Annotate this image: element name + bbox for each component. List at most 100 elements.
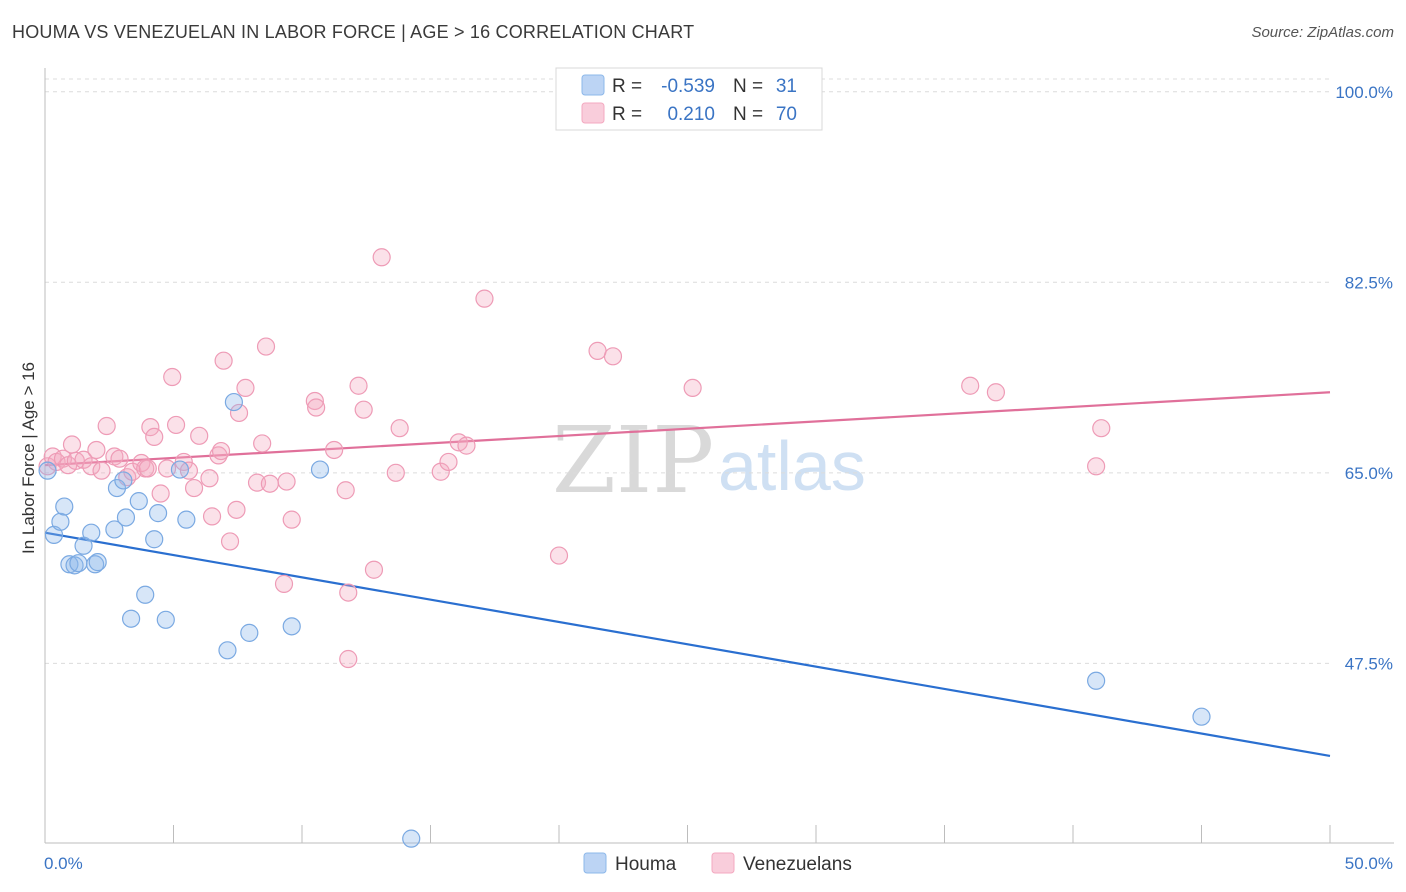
data-points <box>38 248 1211 848</box>
houma-point <box>177 510 196 529</box>
houma-point <box>1192 707 1211 726</box>
bottom-legend: Houma Venezuelans <box>583 852 852 875</box>
houma-point <box>170 460 190 479</box>
houma-point <box>69 554 88 573</box>
venezuelans-point <box>390 419 409 438</box>
legend-n-label-houma: N = <box>733 76 763 97</box>
houma-point <box>105 520 124 539</box>
houma-point <box>282 617 301 636</box>
venezuelans-point <box>141 418 160 437</box>
venezuelans-point <box>220 532 240 551</box>
y-tick-label: 100.0% <box>1335 83 1393 102</box>
watermark: ZIP atlas <box>552 407 866 514</box>
venezuelans-point <box>372 248 391 267</box>
legend-n-label-venezuelans: N = <box>733 104 763 125</box>
houma-point <box>1087 671 1106 690</box>
venezuelans-point <box>190 426 209 445</box>
venezuelans-point <box>227 500 246 519</box>
venezuelans-point <box>1092 419 1111 438</box>
venezuelans-point <box>157 459 177 478</box>
venezuelans-point <box>92 461 111 480</box>
houma-point <box>310 460 330 479</box>
venezuelans-point <box>349 376 368 395</box>
venezuelans-point <box>247 473 267 492</box>
venezuelans-point <box>475 289 494 308</box>
venezuelans-point <box>229 403 249 423</box>
venezuelans-point <box>683 378 702 398</box>
houma-point <box>121 609 141 628</box>
venezuelans-point <box>211 441 231 461</box>
venezuelans-point <box>439 452 458 472</box>
houma-point <box>402 829 421 848</box>
venezuelans-point <box>166 415 186 435</box>
chart-source: Source: ZipAtlas.com <box>1251 24 1394 41</box>
houma-point <box>148 504 168 523</box>
venezuelans-point <box>214 351 233 370</box>
legend-r-label-venezuelans: R = <box>612 104 642 125</box>
gridlines <box>45 78 1330 664</box>
venezuelans-point <box>151 484 170 503</box>
houma-point <box>145 530 164 549</box>
venezuelans-point <box>961 376 980 395</box>
y-tick-label: 82.5% <box>1345 273 1393 292</box>
legend-r-label-houma: R = <box>612 76 642 97</box>
venezuelans-point <box>202 507 222 526</box>
venezuelans-point <box>364 560 384 579</box>
houma-point <box>51 512 70 531</box>
houma-point <box>55 497 74 516</box>
venezuelans-point <box>97 416 116 436</box>
venezuelans-point <box>588 341 607 360</box>
legend-r-value-venezuelans: 0.210 <box>667 104 715 125</box>
houma-point <box>116 508 136 527</box>
venezuelans-point <box>305 391 324 411</box>
venezuelans-point <box>549 546 569 565</box>
venezuelans-point <box>184 478 204 498</box>
trend-lines <box>44 391 1331 757</box>
venezuelans-point <box>307 398 326 417</box>
venezuelans-point <box>336 481 355 500</box>
tick-labels: 47.5% 65.0% 82.5% 100.0% 0.0% 50.0% <box>44 83 1393 873</box>
venezuelans-point <box>253 434 272 453</box>
venezuelans-point <box>87 440 106 460</box>
venezuelans-trend-line <box>44 391 1331 467</box>
houma-point <box>136 585 155 604</box>
bottom-legend-houma: Houma <box>615 854 677 875</box>
houma-point <box>156 610 175 629</box>
legend-swatch-houma <box>581 74 605 96</box>
axes <box>44 68 1394 844</box>
bottom-legend-swatch-venezuelans <box>711 852 735 874</box>
venezuelans-point <box>38 457 57 476</box>
venezuelans-point <box>339 649 358 669</box>
venezuelans-point <box>354 400 373 419</box>
houma-point <box>107 478 127 498</box>
venezuelans-point <box>110 449 129 468</box>
legend-n-value-houma: 31 <box>776 76 797 97</box>
venezuelans-point <box>138 459 157 478</box>
venezuelans-point <box>386 463 405 482</box>
venezuelans-point <box>986 383 1006 402</box>
venezuelans-point <box>603 347 623 366</box>
venezuelans-point <box>200 469 219 488</box>
chart-title: HOUMA VS VENEZUELAN IN LABOR FORCE | AGE… <box>12 22 695 42</box>
legend: R = -0.539 N = 31 R = 0.210 N = 70 <box>555 67 823 131</box>
houma-point <box>88 553 107 572</box>
y-axis-title: In Labor Force | Age > 16 <box>19 362 38 554</box>
y-tick-label: 65.0% <box>1345 464 1393 483</box>
venezuelans-point <box>236 378 255 398</box>
houma-point <box>86 555 105 574</box>
venezuelans-point <box>274 574 294 593</box>
venezuelans-point <box>163 367 182 387</box>
houma-trend-line <box>44 531 1331 757</box>
venezuelans-point <box>457 436 476 455</box>
venezuelans-point <box>431 462 450 481</box>
venezuelans-point <box>260 474 279 493</box>
houma-point <box>82 523 101 542</box>
y-tick-label: 47.5% <box>1345 654 1393 673</box>
houma-point <box>224 392 243 412</box>
x-tick-label: 0.0% <box>44 854 83 873</box>
legend-r-value-houma: -0.539 <box>661 76 715 97</box>
houma-point <box>129 492 148 511</box>
legend-n-value-venezuelans: 70 <box>776 104 797 125</box>
houma-point <box>218 641 237 660</box>
